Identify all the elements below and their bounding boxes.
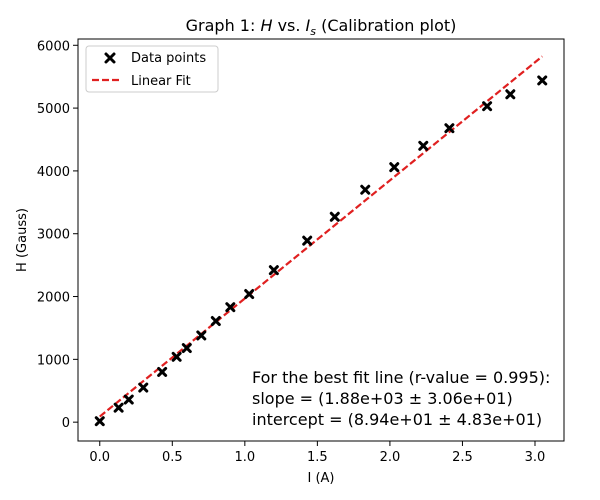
x-tick-label: 1.0 — [234, 450, 255, 465]
y-tick-label: 5000 — [37, 102, 70, 117]
legend-label-data-points: Data points — [131, 51, 206, 66]
plot-area — [77, 38, 565, 442]
x-tick-label: 0.0 — [89, 450, 110, 465]
legend-label-linear-fit: Linear Fit — [131, 74, 191, 89]
data-point — [329, 211, 340, 222]
data-point — [157, 366, 168, 377]
y-tick-label: 6000 — [37, 39, 70, 54]
legend: Data points Linear Fit — [85, 45, 219, 93]
data-point — [505, 89, 516, 100]
y-axis-label: H (Gauss) — [15, 208, 30, 272]
y-tick-label: 0 — [62, 416, 70, 431]
y-tick-label: 3000 — [37, 228, 70, 243]
data-point — [444, 123, 455, 134]
data-point — [389, 162, 400, 173]
data-point — [418, 140, 429, 151]
y-tick-label: 1000 — [37, 353, 70, 368]
data-point — [268, 265, 279, 276]
x-tick-label: 1.5 — [307, 450, 328, 465]
annotation-line-3: intercept = (8.94e+01 ± 4.83e+01) — [252, 410, 542, 429]
data-point — [196, 330, 207, 341]
x-tick-label: 3.0 — [525, 450, 546, 465]
data-point — [225, 302, 236, 313]
data-point — [482, 101, 493, 112]
data-point — [123, 394, 134, 405]
data-point — [181, 343, 192, 354]
linear-fit-line — [99, 55, 543, 418]
x-tick-label: 2.0 — [380, 450, 401, 465]
chart-title: Graph 1: H vs. Is (Calibration plot) — [186, 16, 457, 38]
series-group — [94, 55, 548, 427]
fit-annotation: For the best fit line (r-value = 0.995):… — [252, 368, 550, 429]
axis-ticks: 0.0 0.5 1.0 1.5 2.0 2.5 3.0 0 1000 2000 3000 4000 50… — [37, 39, 545, 465]
x-axis-label: I (A) — [307, 471, 334, 486]
data-point — [360, 184, 371, 195]
data-point — [138, 382, 149, 393]
data-point — [210, 316, 221, 327]
y-tick-label: 2000 — [37, 291, 70, 306]
x-tick-label: 2.5 — [452, 450, 473, 465]
data-point — [302, 235, 313, 246]
annotation-line-2: slope = (1.88e+03 ± 3.06e+01) — [252, 389, 513, 408]
y-tick-label: 4000 — [37, 165, 70, 180]
data-point — [113, 402, 124, 413]
data-point — [171, 351, 182, 362]
x-tick-label: 0.5 — [162, 450, 183, 465]
data-point — [244, 289, 255, 300]
data-point — [94, 416, 105, 427]
data-point — [537, 75, 548, 86]
annotation-line-1: For the best fit line (r-value = 0.995): — [252, 368, 550, 387]
legend-marker-data-points — [104, 52, 116, 64]
